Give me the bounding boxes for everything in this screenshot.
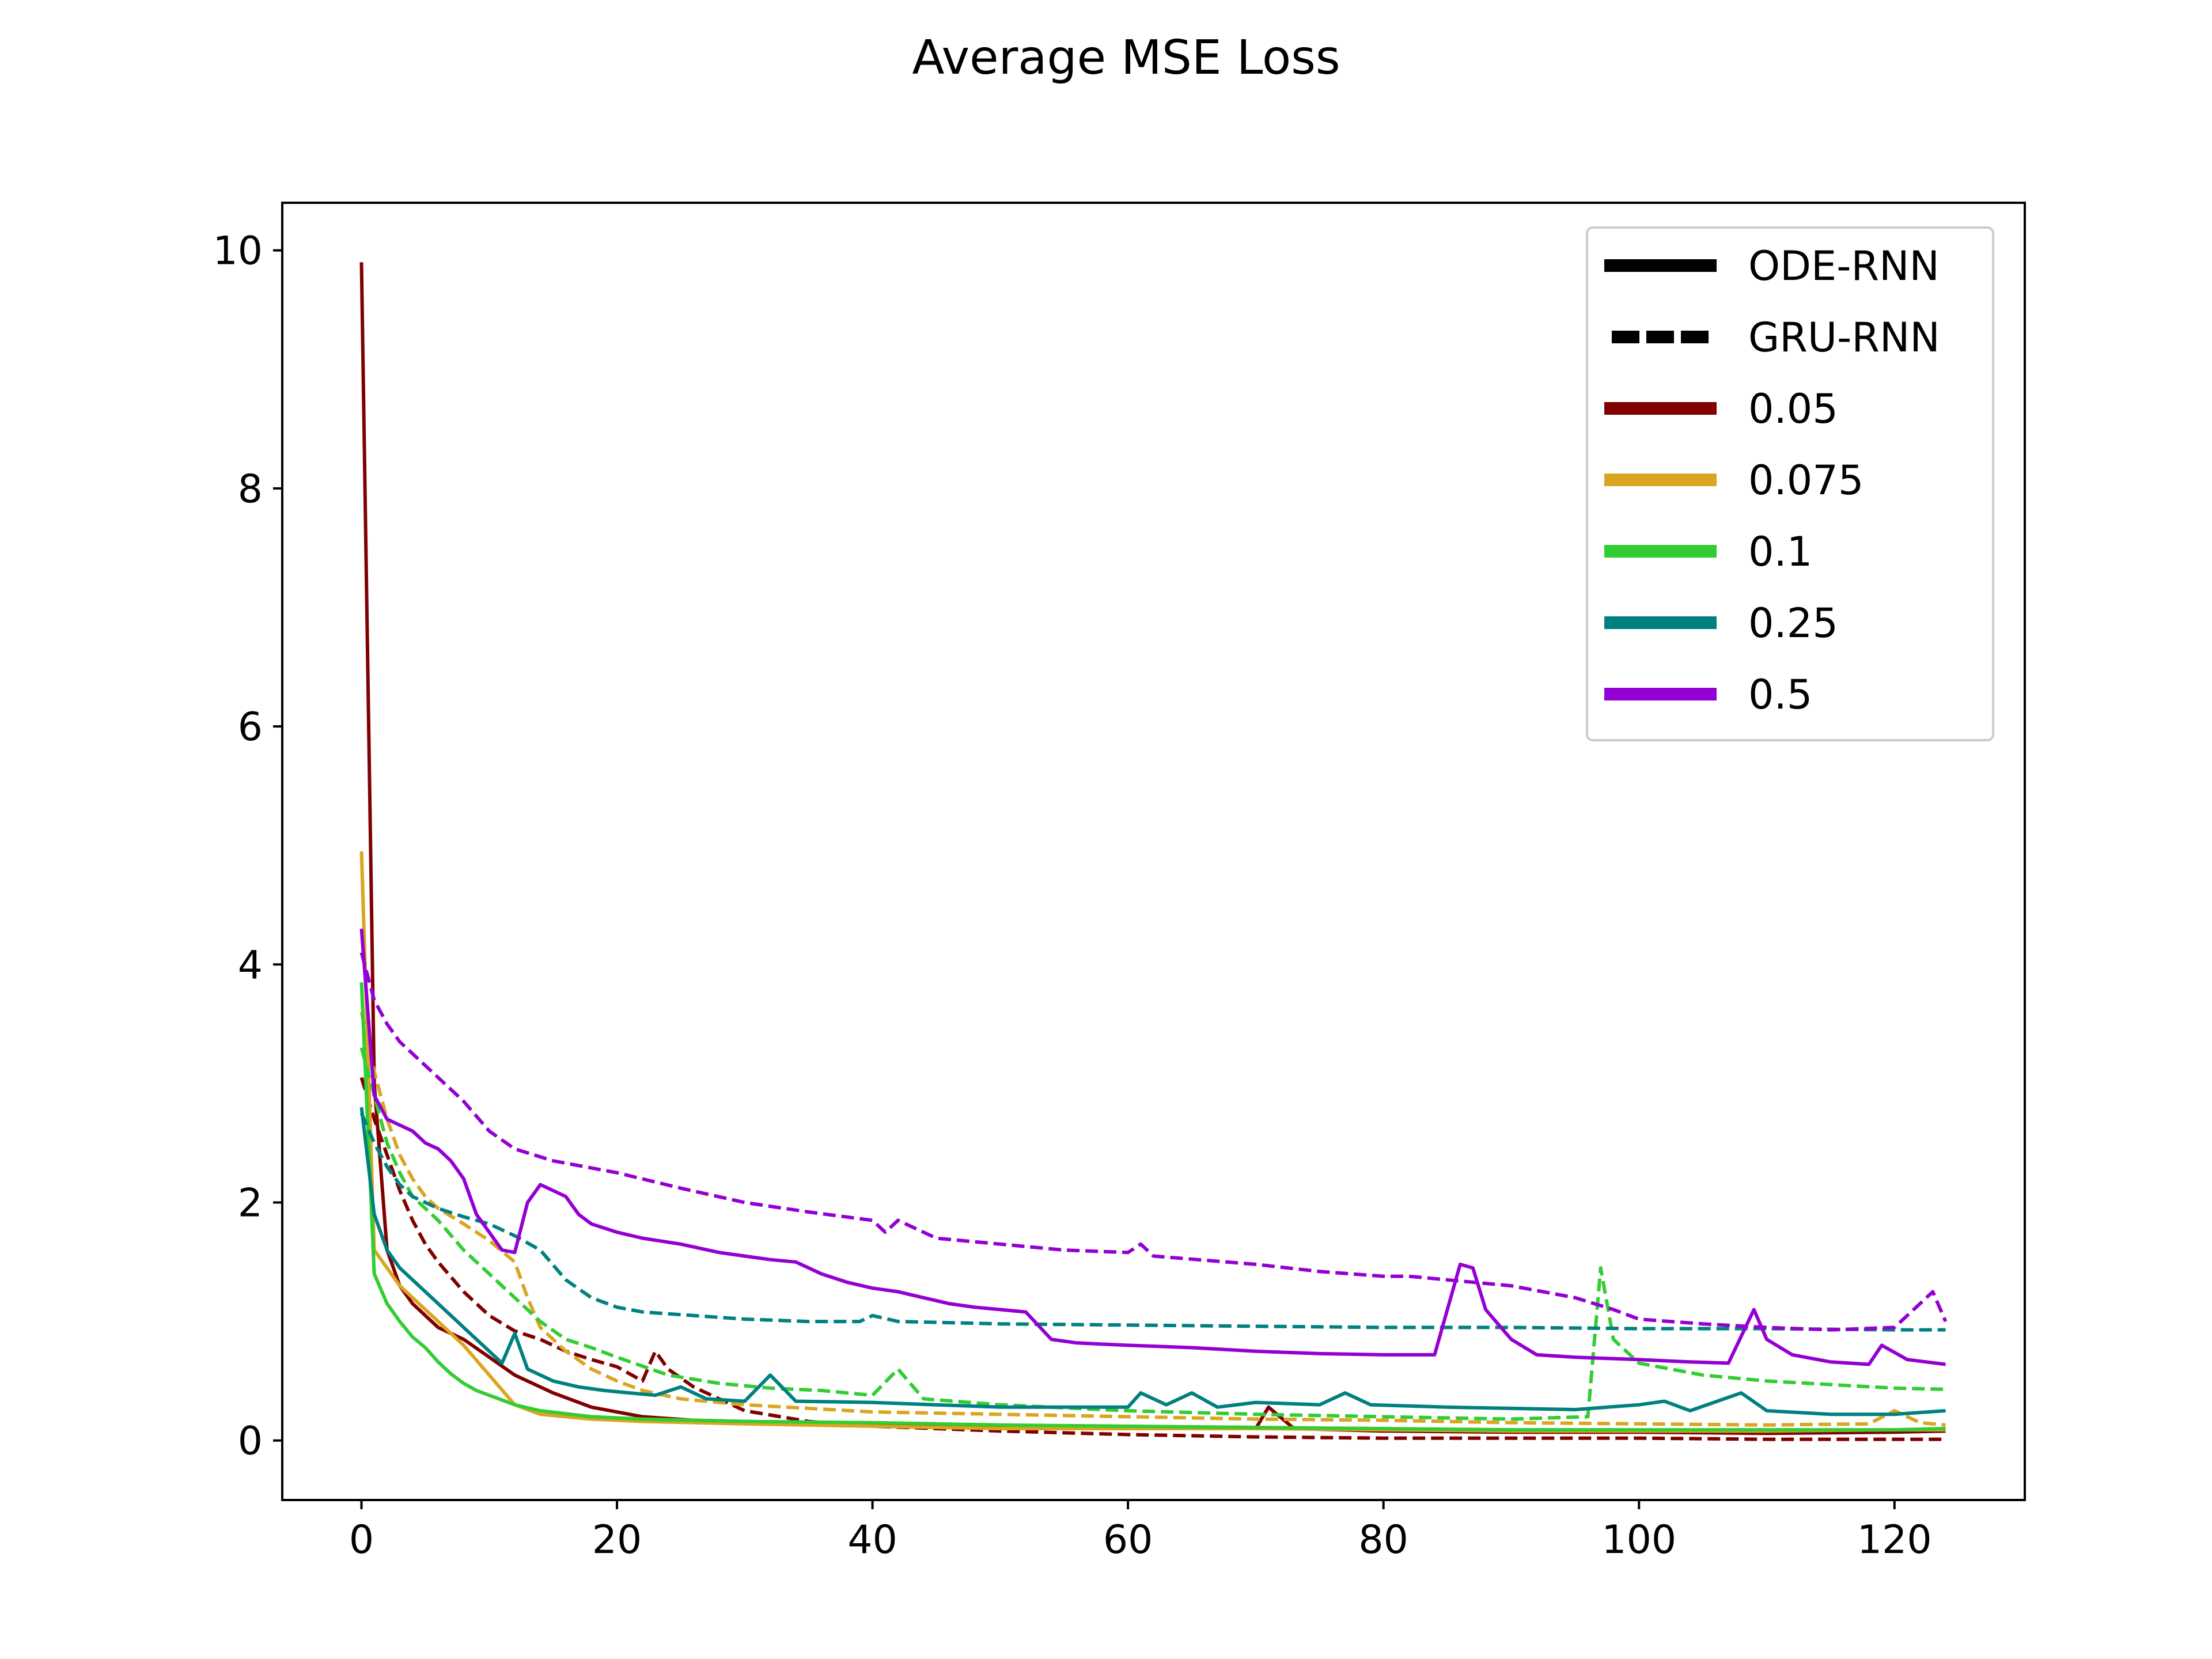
series-line-0-5-gru-rnn xyxy=(359,952,1948,1332)
y-axis: 0 2 4 6 8 10 xyxy=(213,229,282,1464)
y-tick-label: 0 xyxy=(238,1419,263,1464)
y-tick-label: 6 xyxy=(238,704,263,750)
x-tick-label: 120 xyxy=(1857,1517,1932,1563)
legend-box xyxy=(1586,226,1994,741)
legend-label-ode-rnn: ODE-RNN xyxy=(1748,243,1940,290)
y-tick-label: 4 xyxy=(238,942,263,988)
legend-label-0-5: 0.5 xyxy=(1748,671,1812,718)
series-line-0-1-ode-rnn xyxy=(359,982,1946,1432)
series-layer xyxy=(359,262,1948,1441)
legend-label-0-1: 0.1 xyxy=(1748,528,1812,575)
series-line-0-25-gru-rnn xyxy=(359,1112,1946,1332)
x-axis: 0 20 40 60 80 100 120 xyxy=(349,1500,1932,1563)
series-line-0-25-ode-rnn xyxy=(359,1107,1946,1416)
y-tick-label: 2 xyxy=(238,1180,263,1226)
y-tick-label: 10 xyxy=(213,229,263,274)
legend-label-0-05: 0.05 xyxy=(1748,385,1838,433)
legend-label-0-25: 0.25 xyxy=(1748,600,1838,647)
x-tick-label: 20 xyxy=(592,1517,642,1563)
x-tick-label: 60 xyxy=(1103,1517,1153,1563)
x-tick-label: 40 xyxy=(847,1517,897,1563)
series-line-0-075-gru-rnn xyxy=(359,1012,1946,1427)
x-tick-label: 0 xyxy=(349,1517,374,1563)
legend-label-gru-rnn: GRU-RNN xyxy=(1748,314,1940,361)
plot-area xyxy=(281,202,2026,1501)
legend: ODE-RNN GRU-RNN 0.05 0.075 0.1 0.25 0.5 xyxy=(1586,226,1994,741)
y-tick-label: 8 xyxy=(238,467,263,512)
legend-label-0-075: 0.075 xyxy=(1748,457,1863,504)
x-tick-label: 80 xyxy=(1358,1517,1408,1563)
series-line-0-05-gru-rnn xyxy=(359,1077,1946,1441)
x-tick-label: 100 xyxy=(1601,1517,1676,1563)
series-line-0-5-ode-rnn xyxy=(359,929,1946,1366)
chart-title: Average MSE Loss xyxy=(912,31,1340,85)
series-line-0-1-gru-rnn xyxy=(359,1047,1946,1421)
